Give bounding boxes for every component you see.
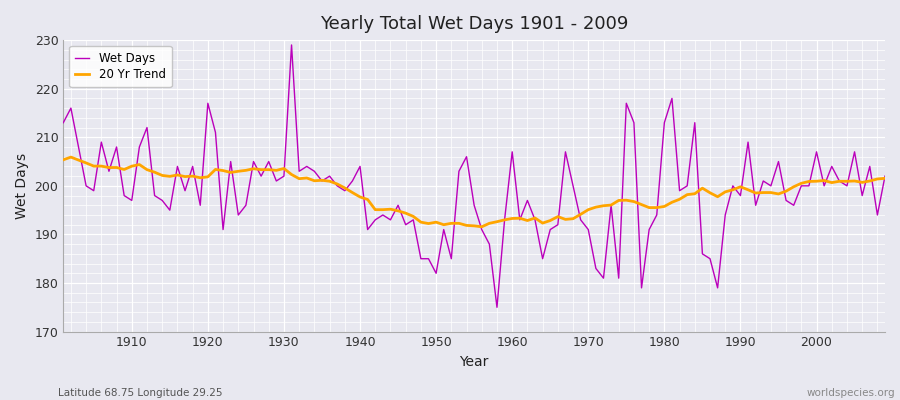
Wet Days — [522, 198, 533, 203]
Wet Days — [119, 193, 130, 198]
Wet Days — [491, 305, 502, 310]
Wet Days — [613, 276, 624, 280]
Wet Days — [339, 188, 350, 193]
Legend: Wet Days, 20 Yr Trend: Wet Days, 20 Yr Trend — [69, 46, 172, 87]
20 Yr Trend — [515, 216, 526, 221]
Wet Days — [293, 169, 304, 174]
Text: Latitude 68.75 Longitude 29.25: Latitude 68.75 Longitude 29.25 — [58, 388, 223, 398]
20 Yr Trend — [613, 198, 624, 203]
Wet Days — [286, 42, 297, 47]
Text: worldspecies.org: worldspecies.org — [807, 388, 896, 398]
20 Yr Trend — [476, 224, 487, 229]
Y-axis label: Wet Days: Wet Days — [15, 153, 29, 219]
Wet Days — [879, 174, 890, 178]
20 Yr Trend — [66, 155, 77, 160]
20 Yr Trend — [522, 218, 533, 223]
Wet Days — [58, 120, 68, 125]
20 Yr Trend — [293, 176, 304, 181]
Line: Wet Days: Wet Days — [63, 45, 885, 307]
Wet Days — [515, 218, 526, 222]
20 Yr Trend — [58, 157, 68, 162]
20 Yr Trend — [126, 164, 137, 168]
X-axis label: Year: Year — [460, 355, 489, 369]
20 Yr Trend — [879, 176, 890, 181]
Title: Yearly Total Wet Days 1901 - 2009: Yearly Total Wet Days 1901 - 2009 — [320, 15, 628, 33]
Line: 20 Yr Trend: 20 Yr Trend — [63, 157, 885, 227]
20 Yr Trend — [339, 186, 350, 190]
